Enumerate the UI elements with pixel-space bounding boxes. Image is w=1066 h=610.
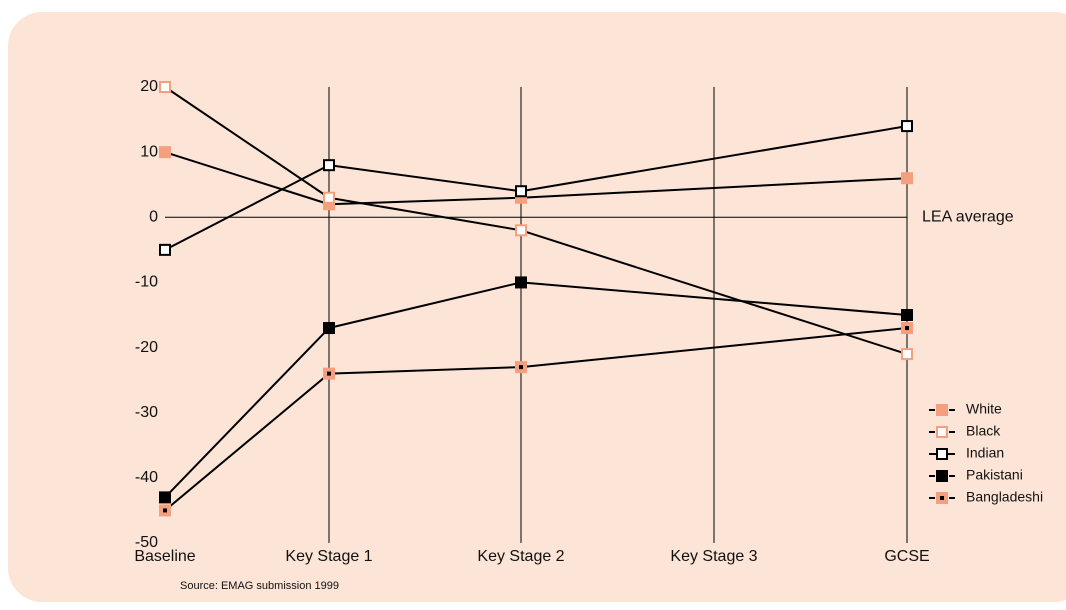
legend-label: Pakistani <box>966 467 1023 483</box>
marker <box>901 172 913 185</box>
series-line <box>328 196 522 232</box>
y-tick-label: 20 <box>140 78 158 95</box>
series-line <box>520 125 908 193</box>
marker <box>936 404 948 416</box>
series-line <box>328 164 522 193</box>
marker-dot <box>163 508 167 513</box>
x-tick-label: Key Stage 2 <box>477 548 564 565</box>
series-line <box>520 177 908 199</box>
x-tick-label: GCSE <box>884 548 929 565</box>
series-line <box>520 327 908 369</box>
marker <box>936 448 948 460</box>
series-line <box>520 229 908 356</box>
y-tick-label: -10 <box>135 274 158 291</box>
marker <box>901 309 913 321</box>
y-tick-label: 10 <box>140 143 158 160</box>
marker-dot <box>905 326 909 331</box>
y-tick-label: 0 <box>149 209 158 226</box>
series-line <box>520 281 908 316</box>
legend: White Black Indian Pakistani Bangladeshi <box>929 401 1043 505</box>
reference-label: LEA average <box>922 209 1014 226</box>
series-line <box>164 372 330 512</box>
y-tick-label: -20 <box>135 339 158 356</box>
marker <box>936 426 948 438</box>
x-tick-label: Key Stage 1 <box>285 548 372 565</box>
marker <box>159 243 171 256</box>
marker <box>936 470 948 482</box>
y-tick-label: -30 <box>135 404 158 421</box>
marker <box>515 276 527 289</box>
marker <box>515 224 527 237</box>
series-line <box>164 327 330 499</box>
marker-dot <box>327 371 331 376</box>
marker <box>901 348 913 361</box>
marker <box>159 491 171 504</box>
marker-dot <box>940 496 944 500</box>
x-tick-label: Key Stage 3 <box>670 548 757 565</box>
series-line <box>328 366 522 375</box>
marker <box>323 159 335 172</box>
series-line <box>328 281 522 330</box>
marker-dot <box>519 365 523 370</box>
legend-label: Indian <box>966 445 1004 461</box>
marker <box>901 120 913 133</box>
series-line <box>164 151 330 206</box>
marker <box>159 146 171 159</box>
y-tick-label: -50 <box>135 534 158 551</box>
marker <box>515 185 527 198</box>
marker <box>323 191 335 204</box>
marker <box>159 81 171 93</box>
legend-label: Black <box>966 423 1001 439</box>
legend-label: Bangladeshi <box>966 489 1043 505</box>
source-note: Source: EMAG submission 1999 <box>180 580 339 592</box>
marker <box>323 322 335 335</box>
series-line <box>164 164 330 251</box>
y-tick-label: -40 <box>135 469 158 486</box>
legend-label: White <box>966 401 1002 417</box>
x-tick-label: Baseline <box>134 548 195 565</box>
